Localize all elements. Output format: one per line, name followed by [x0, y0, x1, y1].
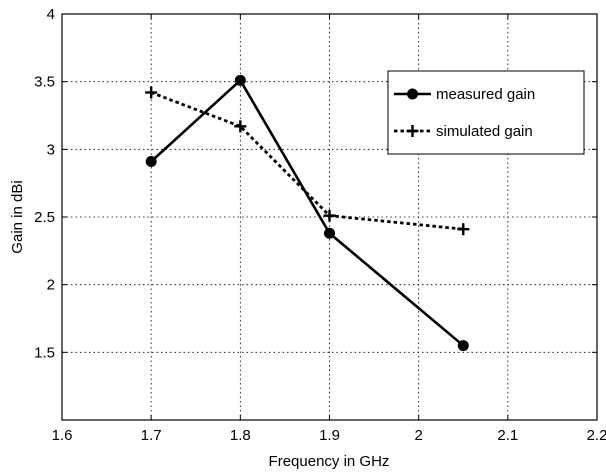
legend-marker: [408, 89, 418, 99]
data-point: [146, 157, 156, 167]
y-tick-label: 4: [47, 6, 55, 23]
y-tick-label: 3.5: [34, 74, 55, 91]
x-axis-label: Frequency in GHz: [269, 453, 390, 470]
x-tick-label: 1.9: [319, 427, 340, 444]
data-point: [145, 86, 157, 98]
x-tick-label: 2: [414, 427, 422, 444]
x-tick-label: 2.2: [587, 427, 606, 444]
y-tick-label: 1.5: [34, 344, 55, 361]
x-tick-label: 1.6: [52, 427, 73, 444]
y-tick-label: 3: [47, 141, 55, 158]
x-tick-label: 1.7: [141, 427, 162, 444]
y-tick-label: 2: [47, 277, 55, 294]
x-tick-label: 2.1: [497, 427, 518, 444]
y-axis-label: Gain in dBi: [9, 180, 26, 253]
data-point: [458, 341, 468, 351]
data-point: [325, 228, 335, 238]
data-point: [457, 223, 469, 235]
data-point: [235, 75, 245, 85]
data-point: [234, 120, 246, 132]
x-tick-label: 1.8: [230, 427, 251, 444]
y-tick-label: 2.5: [34, 209, 55, 226]
legend-label: measured gain: [436, 86, 535, 103]
legend-box: [388, 71, 584, 154]
legend: measured gain simulated gain: [388, 71, 584, 154]
legend-label: simulated gain: [436, 123, 533, 140]
